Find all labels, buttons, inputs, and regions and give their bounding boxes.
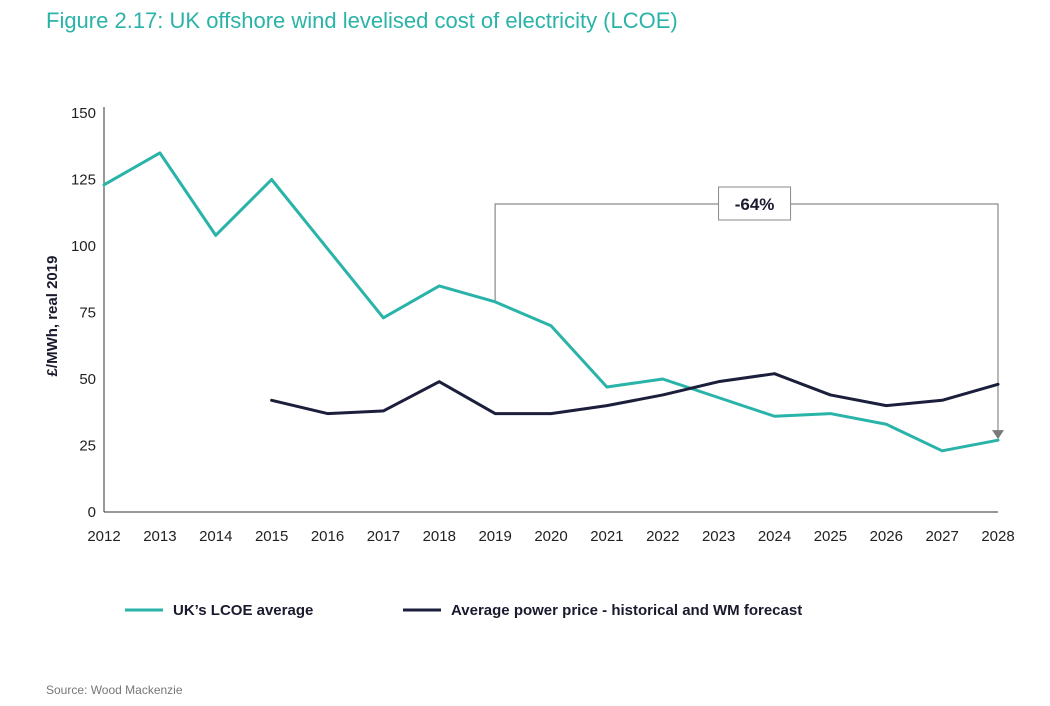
annotation-arrowhead — [992, 430, 1004, 440]
series — [102, 151, 1000, 453]
y-tick-label: 150 — [71, 105, 96, 122]
data-point — [214, 234, 217, 237]
series-line-2 — [270, 372, 1000, 416]
data-point — [717, 396, 720, 399]
x-tick-label: 2015 — [255, 528, 288, 545]
data-point — [605, 385, 609, 389]
x-tick-label: 2016 — [311, 528, 344, 545]
legend: UK’s LCOE average Average power price - h… — [125, 602, 802, 619]
data-point — [549, 412, 553, 415]
data-point — [549, 324, 553, 327]
y-tick-label: 0 — [88, 504, 96, 521]
data-point — [438, 380, 441, 383]
x-tick-label: 2019 — [478, 528, 511, 545]
data-point — [270, 178, 273, 181]
source-note: Source: Wood Mackenzie — [46, 683, 183, 697]
data-point — [605, 404, 609, 407]
series-line-1 — [102, 151, 1000, 453]
y-tick-label: 25 — [79, 438, 96, 455]
data-point — [382, 316, 385, 320]
data-point — [326, 412, 329, 415]
annotation-label: -64% — [735, 195, 775, 214]
legend-label: Average power price - historical and WM … — [451, 602, 802, 619]
annotation: -64% — [494, 186, 1004, 440]
y-tick-label: 100 — [71, 238, 96, 255]
y-axis-label: £/MWh, real 2019 — [44, 256, 61, 377]
x-tick-label: 2014 — [199, 528, 232, 545]
annotation-box — [718, 186, 792, 221]
x-tick-label: 2018 — [423, 528, 456, 545]
lcoe-line-chart: -64% 0 25 50 75 100 125 150 2012 2013 2014 2015 201… — [44, 105, 1015, 619]
data-point — [996, 438, 1000, 442]
data-point — [493, 412, 497, 415]
annotation-bracket — [494, 203, 999, 433]
legend-label: UK’s LCOE average — [173, 602, 313, 619]
data-point — [773, 372, 776, 375]
y-tick-label: 75 — [79, 305, 96, 322]
data-point — [661, 377, 664, 381]
x-tick-label: 2020 — [534, 528, 567, 545]
data-point — [829, 412, 832, 415]
data-point — [493, 300, 497, 304]
data-point — [717, 380, 720, 383]
data-point — [382, 409, 385, 413]
data-point — [940, 399, 944, 402]
y-tick-label: 50 — [79, 371, 96, 388]
data-point — [829, 393, 832, 397]
x-tick-label: 2012 — [87, 528, 120, 545]
data-point — [885, 423, 888, 426]
y-tick-label: 125 — [71, 172, 96, 189]
x-tick-label: 2023 — [702, 528, 735, 545]
chart-title: Figure 2.17: UK offshore wind levelised … — [46, 8, 678, 33]
x-tick-label: 2024 — [758, 528, 791, 545]
data-point — [326, 247, 329, 250]
data-point — [940, 449, 944, 453]
data-point — [438, 284, 441, 288]
x-tick-label: 2025 — [814, 528, 847, 545]
x-tick-label: 2028 — [981, 528, 1014, 545]
data-point — [773, 415, 776, 418]
tick-labels: 0 25 50 75 100 125 150 2012 2013 2014 2015 2016 2017… — [71, 105, 1015, 545]
data-point — [885, 404, 888, 407]
x-tick-label: 2013 — [143, 528, 176, 545]
data-point — [996, 383, 1000, 386]
data-point — [158, 151, 162, 155]
x-tick-label: 2017 — [367, 528, 400, 545]
data-point — [270, 399, 273, 402]
x-tick-label: 2027 — [925, 528, 958, 545]
x-tick-label: 2026 — [870, 528, 903, 545]
x-tick-label: 2021 — [590, 528, 623, 545]
data-point — [102, 183, 106, 187]
x-tick-label: 2022 — [646, 528, 679, 545]
data-point — [661, 393, 664, 397]
axes — [103, 107, 998, 513]
